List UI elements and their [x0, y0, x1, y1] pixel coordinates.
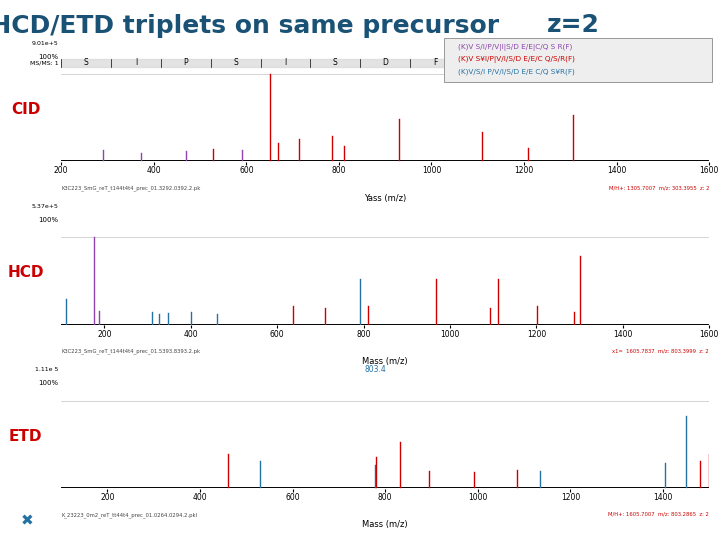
Text: M/H+: 1605.7007  m/z: 803.2865  z: 2: M/H+: 1605.7007 m/z: 803.2865 z: 2 [608, 512, 709, 517]
Text: Yass (m/z): Yass (m/z) [364, 194, 406, 202]
Text: 5.37e+5: 5.37e+5 [31, 204, 58, 209]
Text: I: I [284, 58, 287, 68]
Text: M/H+: 1305.7007  m/z: 303.3955  z: 2: M/H+: 1305.7007 m/z: 303.3955 z: 2 [608, 185, 709, 190]
Text: (K)V S¥I/P|V/I/S/D E/E/C Q/S/R(F): (K)V S¥I/P|V/I/S/D E/E/C Q/S/R(F) [458, 56, 575, 63]
Text: S: S [333, 58, 338, 68]
Text: 803.4: 803.4 [364, 366, 387, 374]
Text: BROAD: BROAD [65, 508, 101, 516]
Text: Mass (m/z): Mass (m/z) [362, 521, 408, 529]
Text: Mass (m/z): Mass (m/z) [362, 357, 408, 366]
Text: S: S [233, 58, 238, 68]
Text: 100%: 100% [38, 380, 58, 386]
Text: D: D [382, 58, 388, 68]
Text: HCD: HCD [7, 265, 44, 280]
Text: CID: CID [11, 102, 40, 117]
Bar [4, 504, 50, 537]
Text: S: S [84, 58, 89, 68]
Text: z=2: z=2 [547, 14, 600, 37]
Text: K3C223_SmG_reT_t144t4t4_prec_01.3292.0392.2.pk: K3C223_SmG_reT_t144t4t4_prec_01.3292.039… [61, 185, 201, 191]
Text: x1=  1605.7837  m/z: 803.3999  z: 2: x1= 1605.7837 m/z: 803.3999 z: 2 [613, 348, 709, 354]
Text: (K)V S/I/P/V|I|S/D E/E|C/Q S R(F): (K)V S/I/P/V|I|S/D E/E|C/Q S R(F) [458, 44, 572, 51]
Text: MS/MS: 1: MS/MS: 1 [30, 60, 59, 65]
Text: 100%: 100% [38, 217, 58, 223]
Text: F: F [433, 58, 437, 68]
Text: K_23223_0m2_reT_tt44t4_prec_01.0264.0294.2.pkl: K_23223_0m2_reT_tt44t4_prec_01.0264.0294… [61, 512, 197, 517]
Text: ✖: ✖ [21, 513, 34, 528]
Text: K3C223_SmG_reT_t144t4t4_prec_01.5393.8393.2.pk: K3C223_SmG_reT_t144t4t4_prec_01.5393.839… [61, 348, 200, 354]
Text: F: F [482, 58, 487, 68]
Text: ETD: ETD [9, 429, 42, 443]
Text: 15: 15 [684, 511, 709, 530]
Text: S: S [632, 58, 636, 68]
Text: CID/HCD/ETD triplets on same precursor: CID/HCD/ETD triplets on same precursor [0, 14, 499, 37]
Text: I: I [135, 58, 137, 68]
Text: 1.11e 5: 1.11e 5 [35, 367, 58, 372]
Text: Q: Q [582, 58, 588, 68]
Text: 100%: 100% [38, 53, 58, 60]
Text: C: C [532, 58, 537, 68]
FancyBboxPatch shape [444, 38, 712, 82]
Text: INSTITUTE: INSTITUTE [65, 525, 104, 534]
Text: 9.01e+5: 9.01e+5 [31, 40, 58, 45]
Bar [61, 59, 709, 66]
Text: P: P [184, 58, 188, 68]
Text: R: R [682, 58, 687, 68]
Text: (K)V/S/I P/V/I/S/D E/E C/Q S¥R(F): (K)V/S/I P/V/I/S/D E/E C/Q S¥R(F) [458, 68, 575, 75]
